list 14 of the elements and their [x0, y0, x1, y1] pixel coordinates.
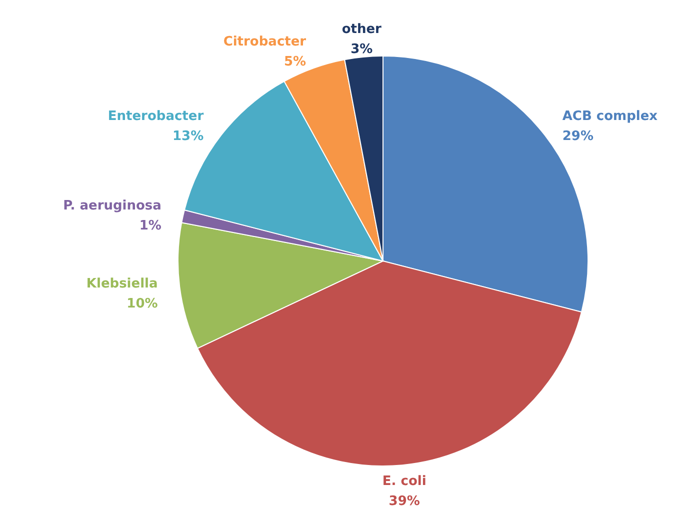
data-label: 1% — [139, 218, 162, 234]
data-label: 10% — [126, 296, 158, 312]
data-label: 13% — [172, 128, 204, 144]
slice-label: ACB complex — [562, 108, 658, 124]
data-label: 29% — [562, 128, 594, 144]
slice-label: E. coli — [382, 474, 426, 489]
slice-label: other — [342, 22, 382, 38]
slice-label: Enterobacter — [108, 108, 204, 124]
slice-label: Citrobacter — [223, 34, 307, 50]
slice-label: Klebsiella — [86, 276, 158, 292]
data-label: 3% — [350, 42, 373, 58]
data-label: 39% — [388, 494, 420, 509]
data-label: 5% — [284, 54, 306, 70]
slice-label: P. aeruginosa — [63, 198, 162, 214]
